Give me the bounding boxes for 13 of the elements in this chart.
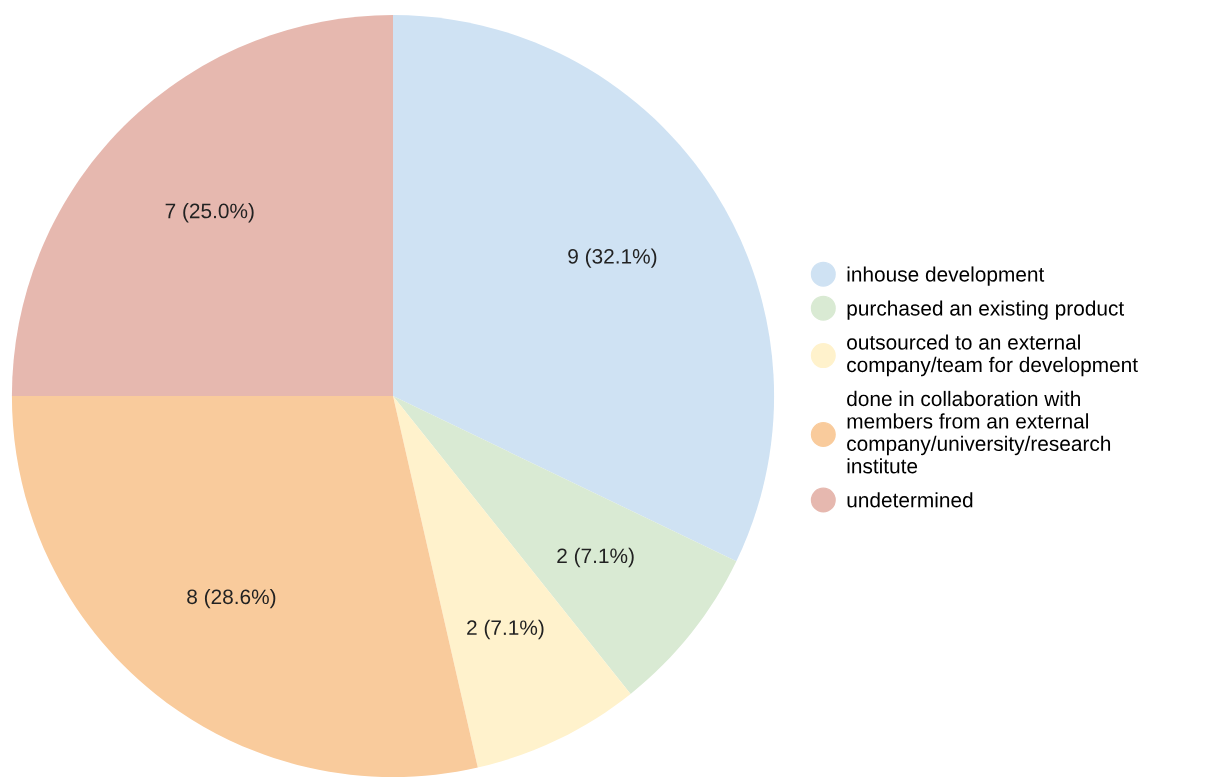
data-label: 2 (7.1%) bbox=[557, 547, 634, 568]
legend-label: purchased an existing product bbox=[847, 300, 1125, 320]
legend-label: done in collaboration with members from an external company/university/research institute bbox=[847, 390, 1111, 474]
data-label: 8 (28.6%) bbox=[187, 588, 276, 609]
pie-slice bbox=[11, 396, 478, 778]
pie-slice bbox=[11, 14, 393, 396]
legend-label: outsourced to an external company/team for development bbox=[847, 334, 1138, 377]
data-label: 7 (25.0%) bbox=[165, 203, 254, 223]
legend-label: inhouse development bbox=[847, 266, 1045, 286]
pie-slice bbox=[393, 396, 737, 694]
legend-label: undetermined bbox=[847, 492, 973, 508]
data-label: 2 (7.1%) bbox=[467, 619, 544, 640]
data-label: 9 (32.1%) bbox=[568, 248, 657, 268]
